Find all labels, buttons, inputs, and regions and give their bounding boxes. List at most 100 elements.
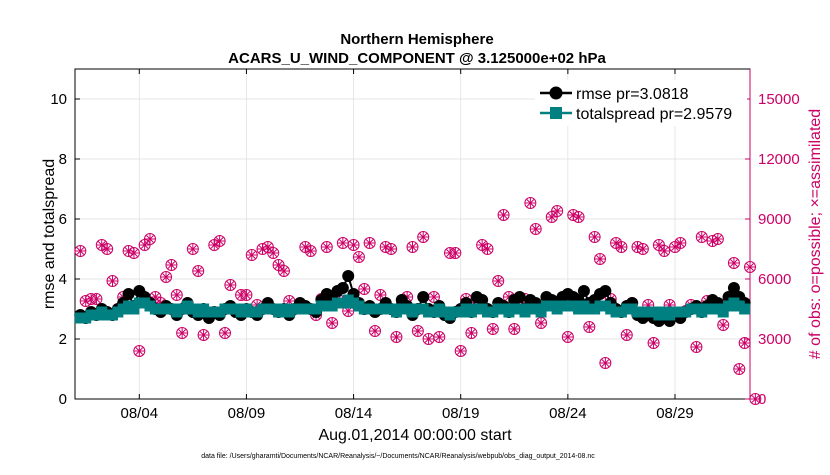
obs-assimilated-marker xyxy=(670,242,680,252)
obs-count-point xyxy=(144,233,156,245)
obs-assimilated-marker xyxy=(653,240,664,250)
obs-possible-marker xyxy=(508,323,521,335)
obs-possible-marker xyxy=(486,323,499,335)
obs-possible-marker xyxy=(492,275,505,287)
obs-count-point xyxy=(749,393,762,405)
obs-assimilated-marker xyxy=(343,306,354,316)
obs-assimilated-marker xyxy=(450,248,461,258)
obs-assimilated-marker xyxy=(321,242,332,252)
obs-assimilated-marker xyxy=(584,322,595,332)
obs-possible-marker xyxy=(224,279,237,291)
obs-assimilated-marker xyxy=(284,296,295,306)
obs-assimilated-marker xyxy=(139,240,150,250)
obs-assimilated-marker xyxy=(268,248,279,258)
rmse-point xyxy=(336,282,349,294)
obs-possible-marker xyxy=(674,237,687,249)
obs-assimilated-marker xyxy=(712,234,723,244)
obs-possible-marker xyxy=(101,243,114,255)
chart-title-line2: ACARS_U_WIND_COMPONENT @ 3.125000e+02 hP… xyxy=(228,50,606,67)
obs-assimilated-marker xyxy=(391,332,402,342)
obs-possible-marker xyxy=(176,327,189,339)
obs-count-point xyxy=(717,319,730,331)
obs-assimilated-marker xyxy=(171,290,182,300)
obs-possible-marker xyxy=(749,393,762,405)
obs-possible-marker xyxy=(497,209,510,221)
obs-count-point xyxy=(695,231,708,243)
obs-count-point xyxy=(738,337,751,349)
obs-assimilated-marker xyxy=(225,280,236,290)
obs-possible-marker xyxy=(90,293,103,305)
rmse-point xyxy=(577,285,590,297)
obs-count-point xyxy=(127,247,140,259)
obs-assimilated-marker xyxy=(600,358,611,368)
obs-count-point xyxy=(465,327,478,339)
obs-count-point xyxy=(336,237,349,249)
x-tick-label: 08/04 xyxy=(121,405,159,422)
obs-assimilated-marker xyxy=(353,252,364,262)
obs-count-point xyxy=(535,317,548,329)
legend-rmse-marker xyxy=(549,86,563,100)
obs-count-point xyxy=(711,233,724,245)
legend-rmse-label: rmse pr=3.0818 xyxy=(576,86,689,103)
obs-assimilated-marker xyxy=(155,298,166,308)
obs-count-point xyxy=(390,331,403,343)
obs-assimilated-marker xyxy=(300,242,311,252)
obs-assimilated-marker xyxy=(691,342,702,352)
y-axis-left-ticks: 0 2 4 6 8 10 xyxy=(50,91,80,408)
obs-count-series xyxy=(74,197,762,405)
obs-count-point xyxy=(320,241,333,253)
obs-possible-marker xyxy=(524,197,537,209)
obs-count-point xyxy=(727,257,740,269)
legend: rmse pr=3.0818 totalspread pr=2.9579 xyxy=(535,80,747,126)
obs-count-point xyxy=(101,243,114,255)
y-axis-right-label: # of obs: o=possible; ×=assimilated xyxy=(807,109,824,359)
x-axis-label: Aug.01,2014 00:00:00 start xyxy=(318,427,512,444)
obs-possible-marker xyxy=(277,265,290,277)
y-axis-right-ticks: 0 3000 6000 9000 12000 15000 xyxy=(745,91,800,408)
obs-assimilated-marker xyxy=(375,290,386,300)
obs-assimilated-marker xyxy=(412,326,423,336)
obs-possible-marker xyxy=(465,327,478,339)
obs-possible-marker xyxy=(744,261,756,273)
obs-count-point xyxy=(219,327,231,339)
obs-count-point xyxy=(674,237,687,249)
obs-possible-marker xyxy=(695,231,708,243)
obs-possible-marker xyxy=(615,241,628,253)
obs-assimilated-marker xyxy=(659,246,670,256)
obs-assimilated-marker xyxy=(418,232,429,242)
obs-assimilated-marker xyxy=(509,324,520,334)
y-right-tick-label: 3000 xyxy=(758,331,791,348)
obs-count-point xyxy=(524,197,537,209)
obs-assimilated-marker xyxy=(696,232,707,242)
obs-possible-marker xyxy=(454,345,467,357)
totalspread-point xyxy=(739,303,751,315)
obs-possible-marker xyxy=(727,257,740,269)
rmse-point xyxy=(342,270,355,282)
obs-assimilated-marker xyxy=(370,326,380,336)
obs-possible-marker xyxy=(186,243,199,255)
obs-possible-marker xyxy=(717,319,730,331)
obs-count-point xyxy=(411,325,424,337)
obs-count-point xyxy=(481,243,494,255)
obs-assimilated-marker xyxy=(750,394,761,404)
obs-possible-marker xyxy=(658,245,671,257)
obs-possible-marker xyxy=(363,237,376,249)
obs-assimilated-marker xyxy=(487,324,498,334)
obs-count-point xyxy=(733,363,746,375)
obs-possible-marker xyxy=(481,243,494,255)
obs-count-point xyxy=(267,247,280,259)
obs-assimilated-marker xyxy=(145,234,155,244)
legend-background xyxy=(535,80,747,126)
y-right-tick-label: 6000 xyxy=(758,271,791,288)
obs-assimilated-marker xyxy=(434,332,445,342)
obs-assimilated-marker xyxy=(278,266,289,276)
obs-assimilated-marker xyxy=(675,238,686,248)
obs-assimilated-marker xyxy=(552,206,563,216)
obs-possible-marker xyxy=(647,337,660,349)
obs-count-point xyxy=(551,205,564,217)
obs-assimilated-marker xyxy=(402,292,413,302)
obs-assimilated-marker xyxy=(161,272,172,282)
y-right-tick-label: 9000 xyxy=(758,211,791,228)
obs-possible-marker xyxy=(406,241,419,253)
